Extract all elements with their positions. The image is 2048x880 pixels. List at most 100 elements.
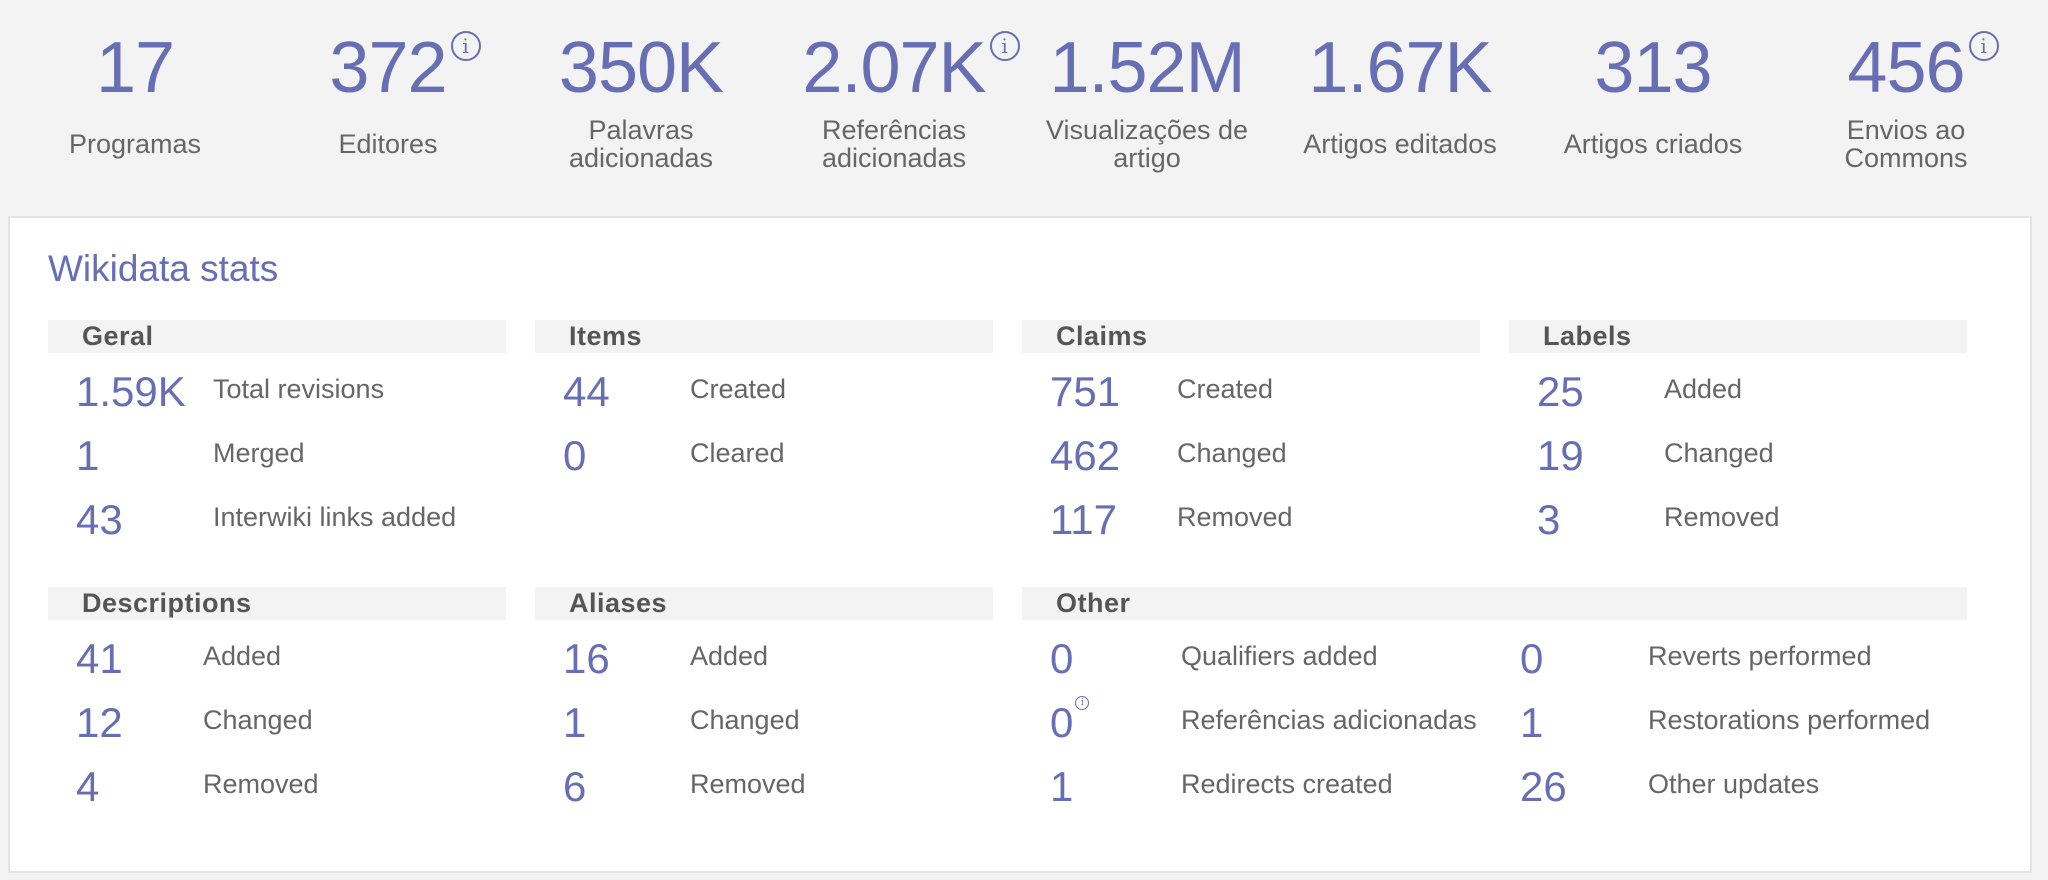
row-value-inner: 751 <box>1050 367 1120 417</box>
row-value: 4 <box>76 763 100 810</box>
stat-label-line: adicionadas <box>821 143 967 173</box>
stat-row: 12 Changed <box>48 684 506 748</box>
row-value: 6 <box>563 763 587 810</box>
row-value-wrap: 1.59K <box>76 367 186 417</box>
info-icon[interactable]: i <box>450 31 481 61</box>
stat-row: 4 Removed <box>48 748 506 812</box>
info-icon[interactable]: i <box>1075 696 1090 710</box>
row-value: 0 <box>1520 635 1544 682</box>
stat-row: 3 Removed <box>1509 481 1967 545</box>
stat-label: Visualizações de artigo <box>1027 116 1267 172</box>
row-value: 117 <box>1050 496 1117 543</box>
section-claims: Claims 751 Created 462 Changed 117 Removed <box>1022 320 1480 545</box>
stat-row: 6 Removed <box>535 748 993 812</box>
row-label: Changed <box>690 705 800 735</box>
row-label: Reverts performed <box>1648 641 1872 671</box>
row-value: 1 <box>1520 699 1544 746</box>
section-rows: 44 Created 0 Cleared <box>535 353 993 481</box>
row-value-inner: 12 <box>76 698 123 748</box>
stat-value: 2.07K <box>802 28 986 108</box>
row-label: Interwiki links added <box>213 502 457 532</box>
row-label: Referências adicionadas <box>1181 705 1477 735</box>
row-label: Added <box>690 641 769 671</box>
stat-value-wrap: 313 <box>1594 20 1712 116</box>
stat-card: 350K Palavras adicionadas <box>521 20 761 172</box>
stat-value-wrap: 1.52M <box>1049 20 1245 116</box>
stat-row: 117 Removed <box>1022 481 1480 545</box>
section-descriptions: Descriptions 41 Added 12 Changed 4 Removed <box>48 587 506 812</box>
stat-label: Programas <box>15 130 255 158</box>
section-rows: 41 Added 12 Changed 4 Removed <box>48 620 506 812</box>
row-value-inner: 1.59K <box>76 367 186 417</box>
row-value-inner: 6 <box>563 762 586 812</box>
stat-value-wrap: 456 i <box>1847 20 1999 116</box>
stat-value: 1.67K <box>1308 28 1492 108</box>
row-value-inner: 462 <box>1050 431 1120 481</box>
row-value-wrap: 43 <box>76 495 123 545</box>
stat-row: 1 Restorations performed <box>1496 684 1966 748</box>
stat-label: Editores <box>268 130 508 158</box>
stat-row: 26 Other updates <box>1496 748 1966 812</box>
section-rows: 16 Added 1 Changed 6 Removed <box>535 620 993 812</box>
row-value: 19 <box>1537 432 1584 479</box>
row-value: 44 <box>563 368 610 415</box>
row-label: Removed <box>203 769 319 799</box>
section-labels: Labels 25 Added 19 Changed 3 Removed <box>1509 320 1967 545</box>
stat-label-line: Palavras <box>588 115 694 145</box>
stat-row: 0 Cleared <box>535 417 993 481</box>
stat-label-line: Programas <box>68 129 202 159</box>
stat-label-line: Envios ao <box>1846 115 1966 145</box>
row-value: 26 <box>1520 763 1567 810</box>
row-label: Changed <box>203 705 313 735</box>
row-value: 462 <box>1050 432 1121 479</box>
row-value: 1 <box>563 699 587 746</box>
section-aliases: Aliases 16 Added 1 Changed 6 Removed <box>535 587 993 812</box>
row-value-inner: 1 <box>563 698 586 748</box>
row-value-wrap: 19 <box>1537 431 1584 481</box>
stat-row: 41 Added <box>48 620 506 684</box>
info-icon[interactable]: i <box>989 31 1020 61</box>
row-value-wrap: 0 <box>563 431 586 481</box>
row-value-inner: 25 <box>1537 367 1584 417</box>
row-value: 41 <box>76 635 123 682</box>
section-rows: 1.59K Total revisions 1 Merged 43 Interwiki l… <box>48 353 506 545</box>
stat-row: 19 Changed <box>1509 417 1967 481</box>
stat-value: 313 <box>1594 28 1712 108</box>
stat-value: 350K <box>558 28 724 108</box>
stat-row: 751 Created <box>1022 353 1480 417</box>
row-value-wrap: 751 <box>1050 367 1120 417</box>
stat-value-wrap: 2.07K i <box>802 20 1020 116</box>
stat-row: 25 Added <box>1509 353 1967 417</box>
row-label: Total revisions <box>213 374 385 404</box>
stat-value-wrap: 372 i <box>329 20 481 116</box>
stat-row: 43 Interwiki links added <box>48 481 506 545</box>
row-label: Merged <box>213 438 305 468</box>
row-value-inner: 117 <box>1050 495 1117 545</box>
row-label: Redirects created <box>1181 769 1393 799</box>
overview-stats-bar: 17 Programas 372 i Editores 350K Palavras adici… <box>0 0 2048 216</box>
section-heading: Geral <box>48 320 506 353</box>
info-icon[interactable]: i <box>1968 31 1999 61</box>
stat-row: 1 Changed <box>535 684 993 748</box>
row-label: Qualifiers added <box>1181 641 1378 671</box>
stat-row: 0 Reverts performed <box>1496 620 1966 684</box>
stat-value-wrap: 350K <box>558 20 724 116</box>
row-value-wrap: 16 <box>563 634 610 684</box>
row-value-wrap: 1 <box>1520 698 1543 748</box>
section-heading: Claims <box>1022 320 1480 353</box>
row-value-wrap: 0 <box>1520 634 1543 684</box>
stat-row: 0 Qualifiers added <box>1022 620 1492 684</box>
row-value: 43 <box>76 496 123 543</box>
section-items: Items 44 Created 0 Cleared <box>535 320 993 481</box>
row-value-wrap: 26 <box>1520 762 1567 812</box>
section-heading: Items <box>535 320 993 353</box>
row-label: Cleared <box>690 438 785 468</box>
section-rows: 751 Created 462 Changed 117 Removed <box>1022 353 1480 545</box>
row-value-wrap: 462 <box>1050 431 1120 481</box>
row-value-inner: 44 <box>563 367 610 417</box>
row-value-inner: 41 <box>76 634 123 684</box>
row-label: Added <box>203 641 282 671</box>
stat-row: 1.59K Total revisions <box>48 353 506 417</box>
row-value-wrap: 1 <box>76 431 99 481</box>
row-label: Changed <box>1664 438 1774 468</box>
